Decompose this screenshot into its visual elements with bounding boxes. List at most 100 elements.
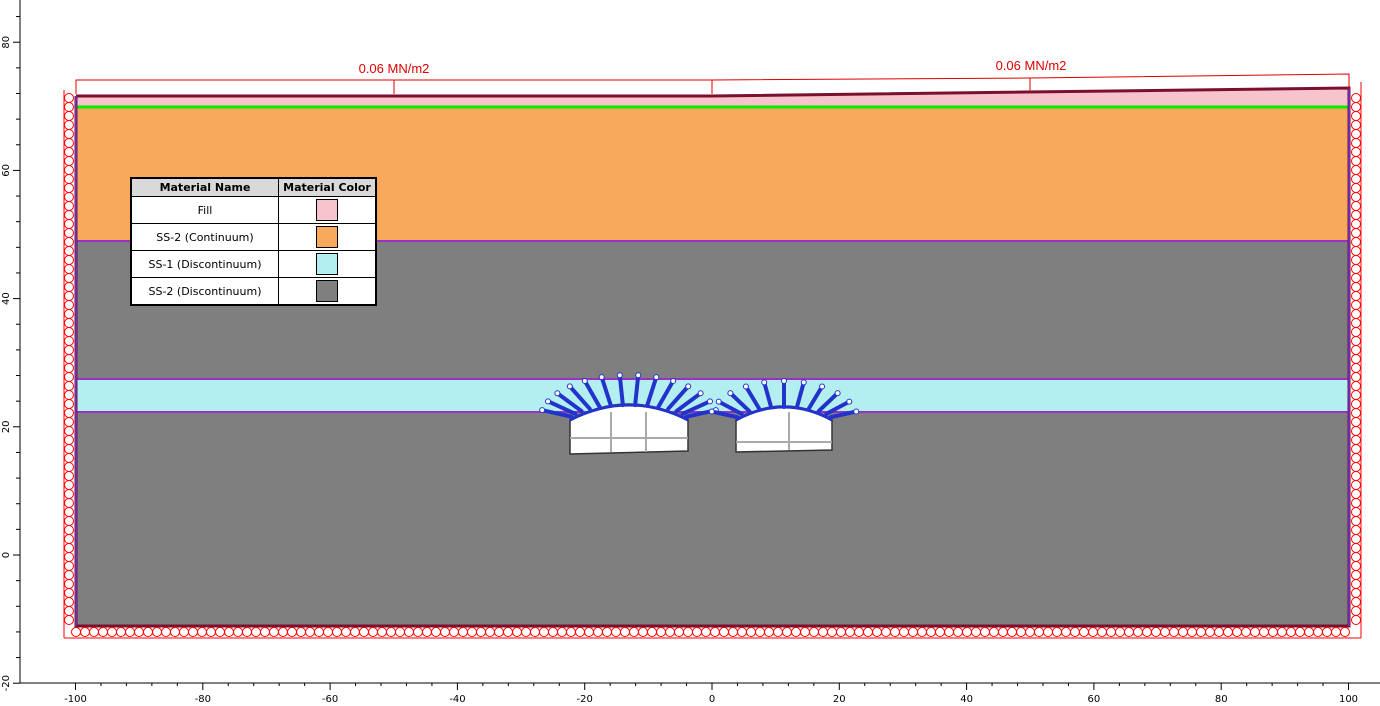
bolt-head-icon — [581, 377, 588, 384]
distributed-load-right[interactable] — [711, 73, 1350, 94]
restraint-pin-icon — [152, 627, 162, 637]
y-tick-label: 40 — [1, 292, 12, 305]
y-tick-label: 60 — [1, 164, 12, 177]
x-tick-label: 60 — [1088, 694, 1101, 705]
restraint-pin-icon — [611, 627, 621, 637]
restraint-pin-icon — [521, 627, 531, 637]
restraint-pin-icon — [341, 627, 351, 637]
restraint-pin-icon — [64, 336, 74, 346]
rock-bolt-icon — [716, 399, 744, 416]
restraint-pin-icon — [629, 627, 639, 637]
restraint-pin-icon — [1351, 498, 1361, 508]
rock-bolt-icon — [567, 384, 592, 411]
restraint-pin-icon — [143, 627, 153, 637]
x-tick-label: 20 — [833, 694, 846, 705]
distributed-load-left[interactable] — [75, 79, 713, 94]
load-label-right: 0.06 MN/m2 — [996, 58, 1067, 73]
bolt-head-icon — [653, 374, 660, 381]
restraint-pin-icon — [323, 627, 333, 637]
x-tick-label: -100 — [64, 694, 87, 705]
restraint-pin-icon — [188, 627, 198, 637]
legend-color-cell — [278, 250, 377, 278]
restraint-pin-icon — [1169, 627, 1179, 637]
restraint-pin-icon — [1268, 627, 1278, 637]
tunnel-right[interactable] — [708, 378, 860, 453]
rock-bolt-icon — [709, 409, 740, 420]
restraint-pin-icon — [404, 627, 414, 637]
restraint-pin-icon — [1351, 210, 1361, 220]
restraint-pin-icon — [1124, 627, 1134, 637]
restraint-pin-icon — [1351, 354, 1361, 364]
restraint-pin-icon — [1043, 627, 1053, 637]
legend-header-color: Material Color — [278, 177, 377, 197]
rock-bolt-icon — [540, 408, 574, 419]
restraint-pin-icon — [64, 435, 74, 445]
restraint-pin-icon — [782, 627, 792, 637]
y-tick-label: 0 — [1, 552, 12, 558]
legend-material-name: SS-2 (Discontinuum) — [130, 277, 279, 306]
restraint-pin-icon — [64, 300, 74, 310]
restraint-pin-icon — [1277, 627, 1287, 637]
legend-row: SS-2 (Continuum) — [130, 223, 377, 251]
restraint-pin-icon — [64, 534, 74, 544]
restraint-pin-icon — [1351, 219, 1361, 229]
y-tick-label: 80 — [1, 36, 12, 49]
restraint-pin-icon — [98, 627, 108, 637]
restraint-pin-icon — [1351, 588, 1361, 598]
x-tick-label: 40 — [960, 694, 973, 705]
restraint-pin-icon — [1079, 627, 1089, 637]
restraint-pin-icon — [584, 627, 594, 637]
restraint-pin-icon — [800, 627, 810, 637]
rock-bolt-icon — [555, 391, 584, 414]
rock-bolt-icon — [546, 399, 578, 416]
restraint-pin-icon — [1034, 627, 1044, 637]
restraint-pin-icon — [206, 627, 216, 637]
restraint-pin-icon — [64, 192, 74, 202]
x-tick-label: -40 — [449, 694, 465, 705]
restraint-pin-icon — [575, 627, 585, 637]
restraint-pin-icon — [1351, 597, 1361, 607]
restraint-pin-icon — [233, 627, 243, 637]
restraint-pin-icon — [1351, 93, 1361, 103]
bolt-head-icon — [635, 372, 642, 379]
restraint-pin-icon — [64, 345, 74, 355]
legend-color-cell — [278, 223, 377, 251]
restraint-pin-icon — [1351, 507, 1361, 517]
restraint-pin-icon — [64, 147, 74, 157]
restraint-pin-icon — [287, 627, 297, 637]
legend-color-cell — [278, 196, 377, 224]
restraint-pin-icon — [64, 426, 74, 436]
boundary-restraints[interactable] — [63, 82, 1362, 639]
rock-bolt-icon — [674, 391, 703, 414]
restraint-pin-icon — [827, 627, 837, 637]
restraint-pin-icon — [64, 354, 74, 364]
restraint-pin-icon — [1351, 336, 1361, 346]
restraint-pin-icon — [494, 627, 504, 637]
rock-bolt-icon — [828, 409, 859, 420]
restraint-pin-icon — [1351, 615, 1361, 625]
restraint-pin-icon — [64, 390, 74, 400]
restraint-pin-icon — [935, 627, 945, 637]
restraint-pin-icon — [64, 120, 74, 130]
legend-row: SS-2 (Discontinuum) — [130, 277, 377, 306]
restraint-pin-icon — [64, 273, 74, 283]
restraint-pin-icon — [1160, 627, 1170, 637]
restraint-pin-icon — [1351, 534, 1361, 544]
restraint-pin-icon — [917, 627, 927, 637]
restraint-pin-icon — [422, 627, 432, 637]
restraint-pin-icon — [64, 363, 74, 373]
restraint-pin-icon — [530, 627, 540, 637]
restraint-pin-icon — [64, 111, 74, 121]
restraint-pin-icon — [64, 417, 74, 427]
bolt-head-icon — [539, 407, 546, 414]
rock-bolt-icon — [743, 384, 762, 411]
restraint-pin-icon — [1351, 408, 1361, 418]
restraint-pin-icon — [1232, 627, 1242, 637]
restraint-pin-icon — [242, 627, 252, 637]
restraint-pin-icon — [1351, 309, 1361, 319]
tunnel-left[interactable] — [539, 372, 719, 455]
restraint-pin-icon — [926, 627, 936, 637]
restraint-pin-icon — [89, 627, 99, 637]
